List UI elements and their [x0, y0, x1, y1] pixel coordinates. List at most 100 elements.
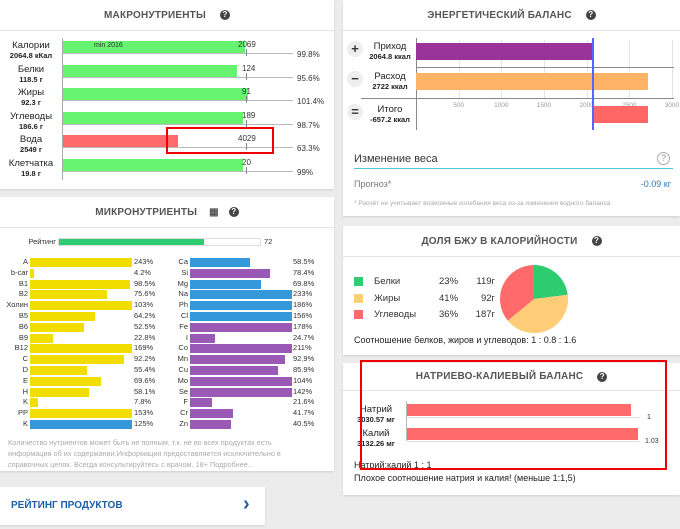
- rating-label: Рейтинг: [28, 237, 56, 246]
- micro-bar: [190, 355, 285, 365]
- micro-percent: 21.6%: [293, 397, 315, 407]
- macro-baseline: [63, 100, 293, 101]
- micro-label: H: [22, 386, 28, 396]
- micro-bar: [190, 333, 216, 343]
- macro-norm: 2069: [238, 40, 256, 49]
- macro-baseline: [63, 76, 293, 78]
- help-icon[interactable]: ?: [219, 10, 230, 20]
- micro-bar: [190, 290, 292, 300]
- macro-norm: 20: [242, 157, 251, 167]
- micro-label: Cu: [178, 365, 188, 374]
- micro-bar: [30, 355, 125, 365]
- macro-axis: [62, 38, 63, 180]
- macro-amount: 186.6 г: [19, 121, 43, 131]
- micro-percent: 69.8%: [293, 278, 315, 288]
- micro-percent: 40.5%: [293, 419, 315, 428]
- micro-percent: 156%: [293, 311, 313, 320]
- micro-bar: [190, 312, 292, 321]
- macro-bar: [63, 158, 244, 171]
- micronutrients-panel: МИКРОНУТРИЕНТЫ ▦? Рейтинг 72 A 243% b-car 4.…: [0, 197, 334, 471]
- micro-label: B5: [18, 311, 28, 320]
- macro-label: Клетчатка 19.8 г: [0, 158, 62, 179]
- sodium-potassium-panel: НАТРИЕВО-КАЛИЕВЫЙ БАЛАНС? Натрий 3030.57 …: [343, 360, 680, 495]
- micro-bar: [190, 268, 270, 278]
- rating-bar: [58, 238, 261, 246]
- micro-bar: [30, 376, 101, 386]
- panel-title: МИКРОНУТРИЕНТЫ: [95, 206, 198, 218]
- help-icon[interactable]: ?: [228, 207, 239, 217]
- micro-bar: [30, 387, 90, 397]
- weight-change-title: Изменение веса: [354, 153, 438, 165]
- energy-note: * Расчёт не учитывает возможные колебани…: [354, 200, 611, 207]
- micro-bar: [30, 409, 132, 419]
- help-circle-icon[interactable]: ?: [657, 152, 670, 165]
- micro-percent: 85.9%: [293, 365, 315, 374]
- macro-amount: 2549 г: [20, 145, 42, 154]
- table-icon[interactable]: ▦: [209, 206, 219, 218]
- micro-percent: 211%: [293, 343, 312, 353]
- macronutrients-panel: МАКРОНУТРИЕНТЫ? Калории 2064.8 кКал 2069 99…: [0, 0, 334, 189]
- help-icon[interactable]: ?: [585, 10, 596, 20]
- legend-name: Жиры: [374, 292, 401, 304]
- micronutrients-note: Количество нутриентов может быть не полн…: [8, 438, 281, 469]
- row-divider: [361, 98, 674, 99]
- micro-bar: [190, 398, 213, 408]
- macro-label: Белки 118.5 г: [0, 64, 62, 85]
- micro-percent: 75.6%: [134, 289, 156, 299]
- micro-bar: [190, 279, 262, 289]
- micro-bar: [30, 333, 54, 343]
- macro-amount: 118.5 г: [19, 74, 43, 84]
- micro-label: Холин: [6, 300, 28, 310]
- macro-percent: 99%: [297, 167, 314, 177]
- axis-tick-label: 1000: [494, 102, 509, 109]
- micro-percent: 98.5%: [134, 278, 156, 288]
- row-divider: [416, 67, 674, 68]
- nak-value: 1.03: [645, 438, 659, 445]
- micro-bar: [30, 322, 84, 332]
- legend-swatch: [354, 293, 363, 303]
- min-label: min 2016: [94, 42, 123, 49]
- micro-percent: 69.6%: [134, 375, 156, 385]
- bju-pie-chart: [500, 265, 568, 333]
- grid-line: [586, 40, 588, 98]
- energy-label: Приход 2064.8 ккал: [364, 42, 416, 62]
- energy-label: Расход 2722 ккал: [364, 72, 416, 92]
- nak-amount: 3132.26 мг: [357, 439, 395, 448]
- micro-percent: 153%: [134, 408, 154, 418]
- micro-label: Ca: [178, 257, 188, 266]
- panel-title: НАТРИЕВО-КАЛИЕВЫЙ БАЛАНС: [415, 371, 584, 382]
- nak-baseline: [407, 441, 639, 442]
- micro-bar: [30, 312, 96, 321]
- macro-bar: [63, 41, 245, 53]
- chevron-right-icon: ›: [243, 493, 250, 515]
- energy-amount: -657.2 ккал: [370, 115, 410, 124]
- grid-line: [671, 40, 673, 98]
- bju-panel: ДОЛЯ БЖУ В КАЛОРИЙНОСТИ? Белки 23% 119г Жир…: [343, 226, 680, 355]
- micro-bar: [190, 344, 292, 354]
- micro-percent: 24.7%: [293, 332, 315, 342]
- energy-label: Итого -657.2 ккал: [364, 105, 416, 125]
- macro-bar: [63, 88, 248, 100]
- equals-icon: =: [347, 104, 363, 120]
- rating-products-button[interactable]: РЕЙТИНГ ПРОДУКТОВ ›: [0, 487, 265, 525]
- micro-bar: [30, 290, 108, 300]
- grid-line: [501, 40, 503, 98]
- bju-ratio: Соотношение белков, жиров и углеводов: 1…: [354, 335, 577, 345]
- micro-bar: [190, 366, 278, 375]
- nak-ratio: Натрий:калий 1 : 1: [354, 460, 432, 470]
- micro-label: Fe: [179, 321, 188, 331]
- panel-title: МАКРОНУТРИЕНТЫ: [104, 9, 206, 21]
- micro-bar: [30, 258, 132, 267]
- intake-marker-line: [592, 38, 594, 130]
- macro-bar: [63, 111, 243, 124]
- nak-warning: Плохое соотношение натрия и калия! (мень…: [354, 473, 576, 483]
- rating-products-label: РЕЙТИНГ ПРОДУКТОВ: [11, 500, 123, 511]
- macro-bar: [63, 64, 237, 77]
- micronutrients-header: МИКРОНУТРИЕНТЫ ▦?: [0, 197, 334, 228]
- help-icon[interactable]: ?: [591, 236, 602, 246]
- help-icon[interactable]: ?: [597, 371, 608, 382]
- energy-amount: 2722 ккал: [372, 82, 408, 91]
- macro-percent: 98.7%: [297, 120, 320, 130]
- macro-label: Вода 2549 г: [0, 135, 62, 155]
- micro-label: Zn: [179, 419, 188, 428]
